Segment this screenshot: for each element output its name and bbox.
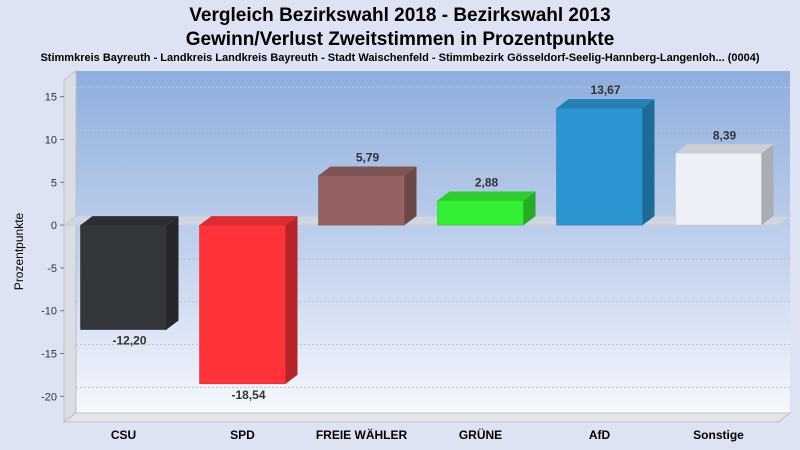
bar-top (80, 216, 179, 226)
bar-freie-wähler (318, 166, 417, 226)
bar-top (556, 99, 655, 109)
bar-csu (80, 216, 179, 330)
data-label: -12,20 (112, 334, 146, 348)
chart-subtitle: Stimmkreis Bayreuth - Landkreis Landkrei… (40, 52, 760, 64)
bar-front (675, 153, 762, 226)
bar-grüne (437, 191, 536, 226)
bar-top (675, 144, 774, 154)
bar-front (437, 200, 524, 226)
x-tick-label: AfD (589, 428, 611, 442)
y-tick-label: -10 (41, 306, 57, 318)
y-tick-label: 15 (45, 92, 57, 104)
y-tick-label: -5 (47, 263, 57, 275)
data-label: 8,39 (713, 128, 737, 142)
bar-side (404, 166, 417, 226)
y-tick-label: -15 (41, 349, 57, 361)
bar-top (318, 166, 417, 176)
bar-spd (199, 216, 298, 385)
y-tick-label: 10 (45, 134, 57, 146)
data-label: 2,88 (475, 175, 499, 189)
data-label: 5,79 (356, 151, 380, 165)
floor (62, 412, 792, 423)
chart-title: Vergleich Bezirkswahl 2018 - Bezirkswahl… (0, 4, 800, 52)
y-axis-label: Prozentpunkte (12, 212, 26, 290)
bar-side (523, 191, 536, 226)
y-tick-label: 0 (51, 220, 57, 232)
bar-afd (556, 99, 655, 226)
x-tick-label: SPD (230, 428, 255, 442)
x-tick-label: Sonstige (693, 428, 744, 442)
bar-front (199, 224, 286, 385)
x-tick-label: FREIE WÄHLER (316, 427, 408, 442)
chart-title-line-1: Vergleich Bezirkswahl 2018 - Bezirkswahl… (189, 5, 611, 26)
x-tick-label: CSU (111, 428, 136, 442)
data-label: 13,67 (590, 83, 620, 97)
bar-side (642, 99, 655, 226)
bar-side (285, 216, 298, 384)
left-wall (63, 70, 77, 423)
bar-side (166, 216, 179, 330)
bar-side (761, 144, 774, 226)
bar-top (199, 216, 298, 226)
y-tick-label: -20 (41, 391, 57, 403)
bar-front (80, 224, 167, 330)
bar-front (556, 107, 643, 226)
x-tick-label: GRÜNE (459, 427, 502, 442)
y-tick-label: 5 (51, 177, 57, 189)
bar-top (437, 191, 536, 201)
bar-front (318, 175, 405, 226)
data-label: -18,54 (231, 388, 265, 402)
chart-title-line-2: Gewinn/Verlust Zweitstimmen in Prozentpu… (185, 29, 615, 50)
bar-sonstige (675, 144, 774, 226)
